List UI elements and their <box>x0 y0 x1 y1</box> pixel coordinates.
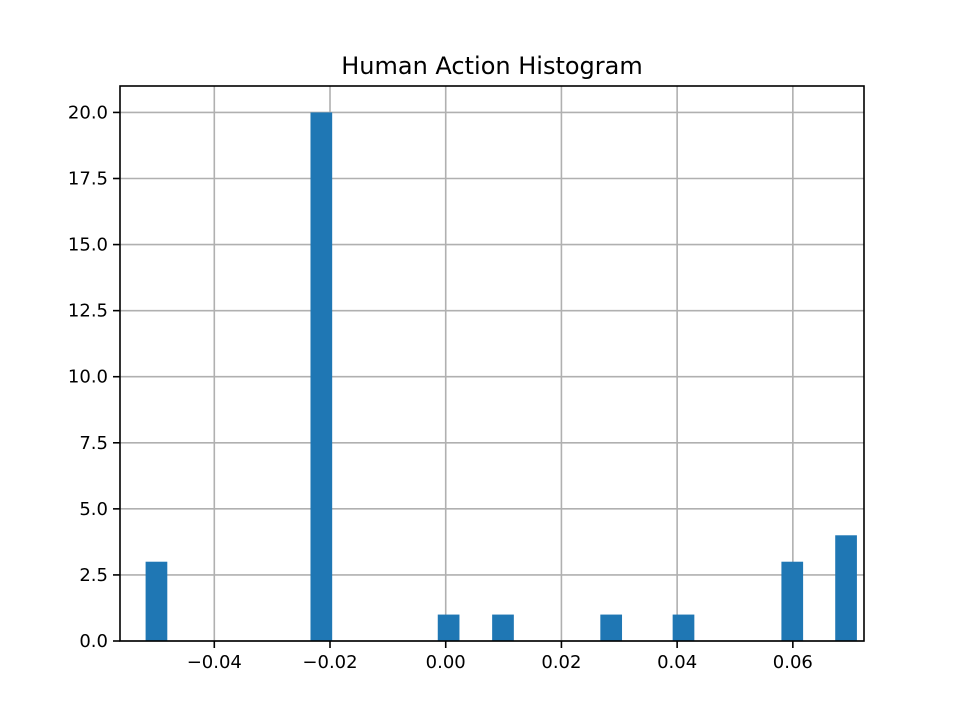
bars <box>145 112 857 641</box>
histogram-bar <box>600 614 623 641</box>
y-tick-label: 15.0 <box>68 235 108 256</box>
grid-lines <box>120 86 864 642</box>
histogram-bar <box>310 112 333 641</box>
histogram-bar <box>492 614 514 641</box>
x-tick-label: 0.00 <box>426 652 466 673</box>
x-tick-label: −0.04 <box>187 652 242 673</box>
y-tick-label: 12.5 <box>68 301 108 322</box>
plot-frame <box>119 85 865 642</box>
y-tick-label: 7.5 <box>79 433 108 454</box>
x-tick-label: 0.06 <box>773 652 813 673</box>
x-tick-labels: −0.04 −0.02 0.00 0.02 0.04 0.06 <box>187 652 813 673</box>
y-tick-labels: 0.0 2.5 5.0 7.5 10.0 12.5 15.0 17.5 20.0 <box>68 102 108 652</box>
y-tick-label: 0.0 <box>79 631 108 652</box>
x-tick-label: 0.04 <box>657 652 697 673</box>
histogram-bar <box>781 561 804 641</box>
histogram-bar <box>145 561 168 641</box>
y-tick-label: 10.0 <box>68 367 108 388</box>
y-tick-label: 2.5 <box>79 565 108 586</box>
y-tick-label: 20.0 <box>68 102 108 123</box>
ticks <box>113 111 794 648</box>
x-tick-label: −0.02 <box>302 652 357 673</box>
chart-title: Human Action Histogram <box>341 52 642 80</box>
y-tick-label: 5.0 <box>79 499 108 520</box>
y-tick-label: 17.5 <box>68 169 108 190</box>
histogram-bar <box>672 614 695 641</box>
x-tick-label: 0.02 <box>541 652 581 673</box>
histogram-bar <box>835 535 857 641</box>
histogram-bar <box>437 614 460 641</box>
